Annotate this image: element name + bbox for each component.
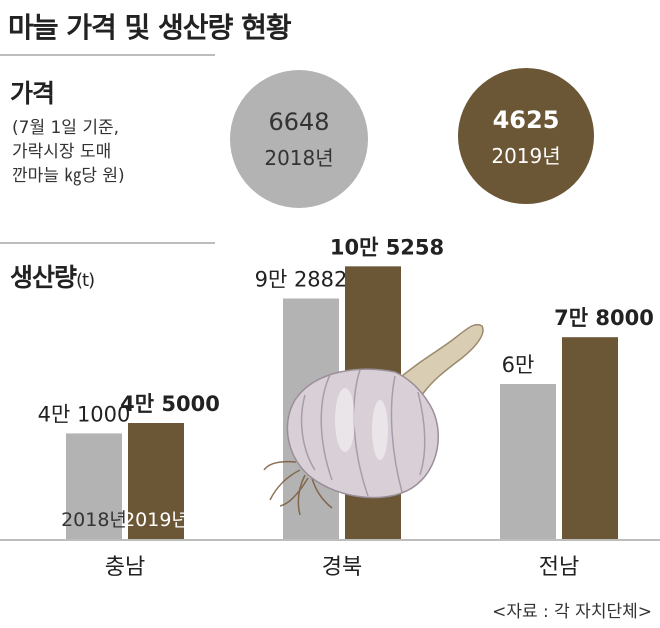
category-label: 전남: [539, 555, 579, 580]
production-unit: (t): [76, 270, 95, 291]
bar-0-1: [128, 423, 184, 540]
bar-value-label: 4만 1000: [38, 402, 131, 426]
legend-label-in-bar: 2019년: [123, 509, 189, 531]
bar-2-1: [562, 337, 618, 540]
divider-top: [0, 54, 215, 56]
price-circle-2018: 6648 2018년: [230, 70, 368, 208]
bar-0-0: [66, 433, 122, 540]
production-heading-text: 생산량: [10, 263, 77, 292]
chart-title: 마늘 가격 및 생산량 현황: [8, 11, 292, 44]
source-note: <자료 : 각 자치단체>: [492, 602, 652, 622]
production-heading: 생산량(t): [10, 258, 95, 294]
bar-value-label: 9만 2882: [255, 268, 348, 292]
bar-value-label: 4만 5000: [120, 392, 220, 416]
price-value-2018: 6648: [268, 108, 330, 136]
garlic-illustration: [263, 323, 484, 516]
price-value-2019: 4625: [492, 106, 560, 134]
bar-value-label: 7만 8000: [554, 306, 654, 330]
bar-2-0: [500, 384, 556, 540]
divider-middle: [0, 242, 215, 244]
bar-value-label: 10만 5258: [330, 235, 444, 259]
category-label: 충남: [105, 555, 145, 580]
price-circle-2019: 4625 2019년: [458, 68, 594, 204]
price-heading: 가격: [10, 79, 55, 108]
price-year-2019: 2019년: [491, 144, 561, 168]
category-label: 경북: [322, 555, 362, 580]
price-note: (7월 1일 기준, 가락시장 도매 깐마늘 ㎏당 원): [12, 118, 125, 186]
legend-label-in-bar: 2018년: [61, 509, 127, 531]
bar-value-label: 6만: [502, 353, 535, 377]
price-year-2018: 2018년: [264, 146, 334, 170]
